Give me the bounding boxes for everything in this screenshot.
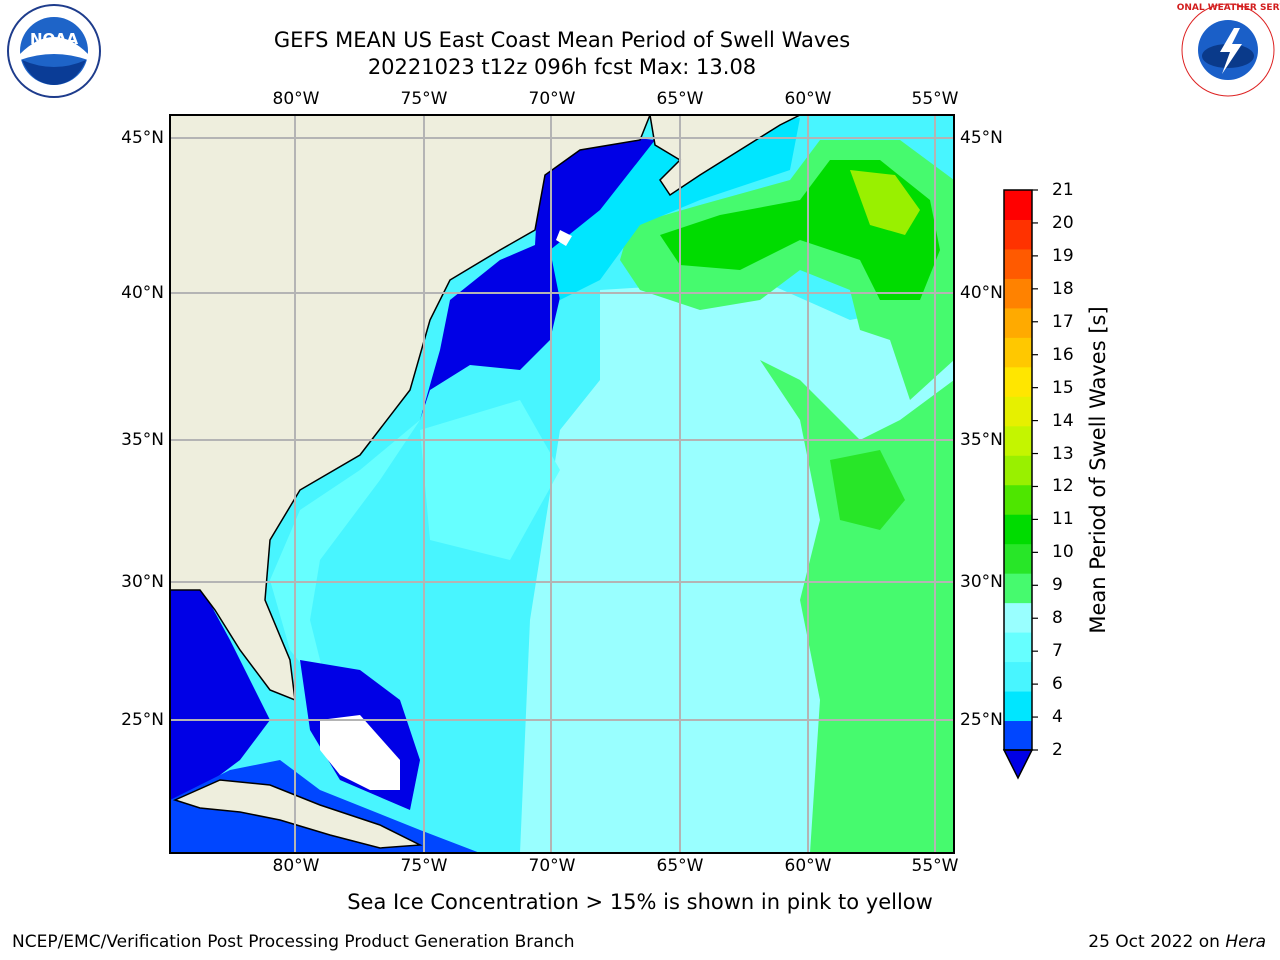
lat-label-left: 35°N [121,430,164,450]
colorbar-extend-triangle [1002,749,1034,780]
lon-label-top: 75°W [400,89,448,109]
colorbar-tick-label: 20 [1052,212,1074,233]
lat-label-right: 35°N [960,430,1003,450]
colorbar-title: Mean Period of Swell Waves [s] [1086,306,1110,634]
colorbar-tick-label: 7 [1052,641,1063,662]
coastal-blue-band [420,135,655,420]
colorbar-tick-label: 11 [1052,509,1074,530]
colorbar-segment [1004,337,1032,368]
footer-machine: Hera [1225,932,1266,952]
lon-label-bottom: 60°W [784,856,832,876]
lat-label-left: 30°N [121,572,164,592]
footer-date: 25 Oct 2022 on Hera [1088,932,1266,952]
colorbar-segment [1004,307,1032,338]
lat-label-left: 25°N [121,710,164,730]
colorbar-segment [1004,720,1032,751]
footer-credit: NCEP/EMC/Verification Post Processing Pr… [12,932,575,952]
colorbar-segment [1004,366,1032,397]
lon-label-top: 55°W [911,89,959,109]
lat-label-right: 40°N [960,283,1003,303]
ocean-green-patch [830,450,905,530]
map-title-line1: GEFS MEAN US East Coast Mean Period of S… [273,28,851,52]
noaa-logo-text: NOAA [30,30,79,48]
lat-label-right: 45°N [960,128,1003,148]
colorbar-tick-label: 10 [1052,542,1074,563]
colorbar-tick-label: 4 [1052,707,1063,728]
colorbar-segment [1004,190,1032,220]
map-graticule [170,115,954,853]
colorbar-segment [1004,278,1032,309]
lon-label-top: 60°W [784,89,832,109]
colorbar-segment [1004,602,1032,633]
lon-label-top: 70°W [528,89,576,109]
lon-label-bottom: 70°W [528,856,576,876]
ocean-max-core [850,170,920,235]
lon-label-top: 80°W [272,89,320,109]
nws-logo: NATIONAL WEATHER SERVICE [1176,3,1280,97]
colorbar-segment [1004,573,1032,604]
map-title-line2: 20221023 t12z 096h fcst Max: 13.08 [367,55,757,79]
masked-area-2 [556,230,572,246]
colorbar [1002,189,1038,780]
canada-land [649,115,801,197]
gulf-blue [170,585,270,800]
colorbar-segment [1004,219,1032,250]
colorbar-tick-label: 17 [1052,311,1074,332]
colorbar-segment [1004,514,1032,545]
colorbar-tick-label: 13 [1052,443,1074,464]
noaa-logo: NOAA [7,4,101,98]
colorbar-tick-label: 12 [1052,476,1074,497]
lon-label-bottom: 80°W [272,856,320,876]
colorbar-segment [1004,632,1032,663]
colorbar-tick-label: 14 [1052,410,1074,431]
lon-label-bottom: 55°W [911,856,959,876]
colorbar-tick-label: 8 [1052,608,1063,629]
colorbar-tick-label: 2 [1052,740,1063,760]
colorbar-segment [1004,484,1032,515]
colorbar-segment [1004,396,1032,427]
lat-label-right: 25°N [960,710,1003,730]
nws-logo-text: NATIONAL WEATHER SERVICE [1176,3,1280,13]
sea-ice-note: Sea Ice Concentration > 15% is shown in … [347,890,933,914]
colorbar-tick-label: 21 [1052,180,1074,200]
lon-label-bottom: 75°W [400,856,448,876]
lon-label-bottom: 65°W [656,856,704,876]
us-land [170,115,651,702]
coastal-blue-fringe [550,118,800,300]
masked-area [320,715,400,790]
ocean-green-region [760,360,954,853]
colorbar-tick-label: 18 [1052,278,1074,299]
southeast-coast-band [270,420,420,700]
lon-label-top: 65°W [656,89,704,109]
colorbar-tick-label: 16 [1052,344,1074,365]
colorbar-segment [1004,455,1032,486]
colorbar-segment [1004,691,1032,722]
colorbar-segment [1004,543,1032,574]
colorbar-segment [1004,248,1032,279]
lat-label-right: 30°N [960,572,1003,592]
colorbar-tick-label: 19 [1052,245,1074,266]
footer-date-text: 25 Oct 2022 on [1088,932,1226,952]
colorbar-tick-label: 9 [1052,575,1063,596]
colorbar-tick-label: 15 [1052,377,1074,398]
colorbar-outline [1003,189,1033,751]
colorbar-segment [1004,661,1032,692]
map-frame [169,114,955,854]
colorbar-tick-label: 6 [1052,674,1063,695]
cuba-land [172,779,423,849]
lat-label-left: 40°N [121,283,164,303]
colorbar-segment [1004,425,1032,456]
lat-label-left: 45°N [121,128,164,148]
